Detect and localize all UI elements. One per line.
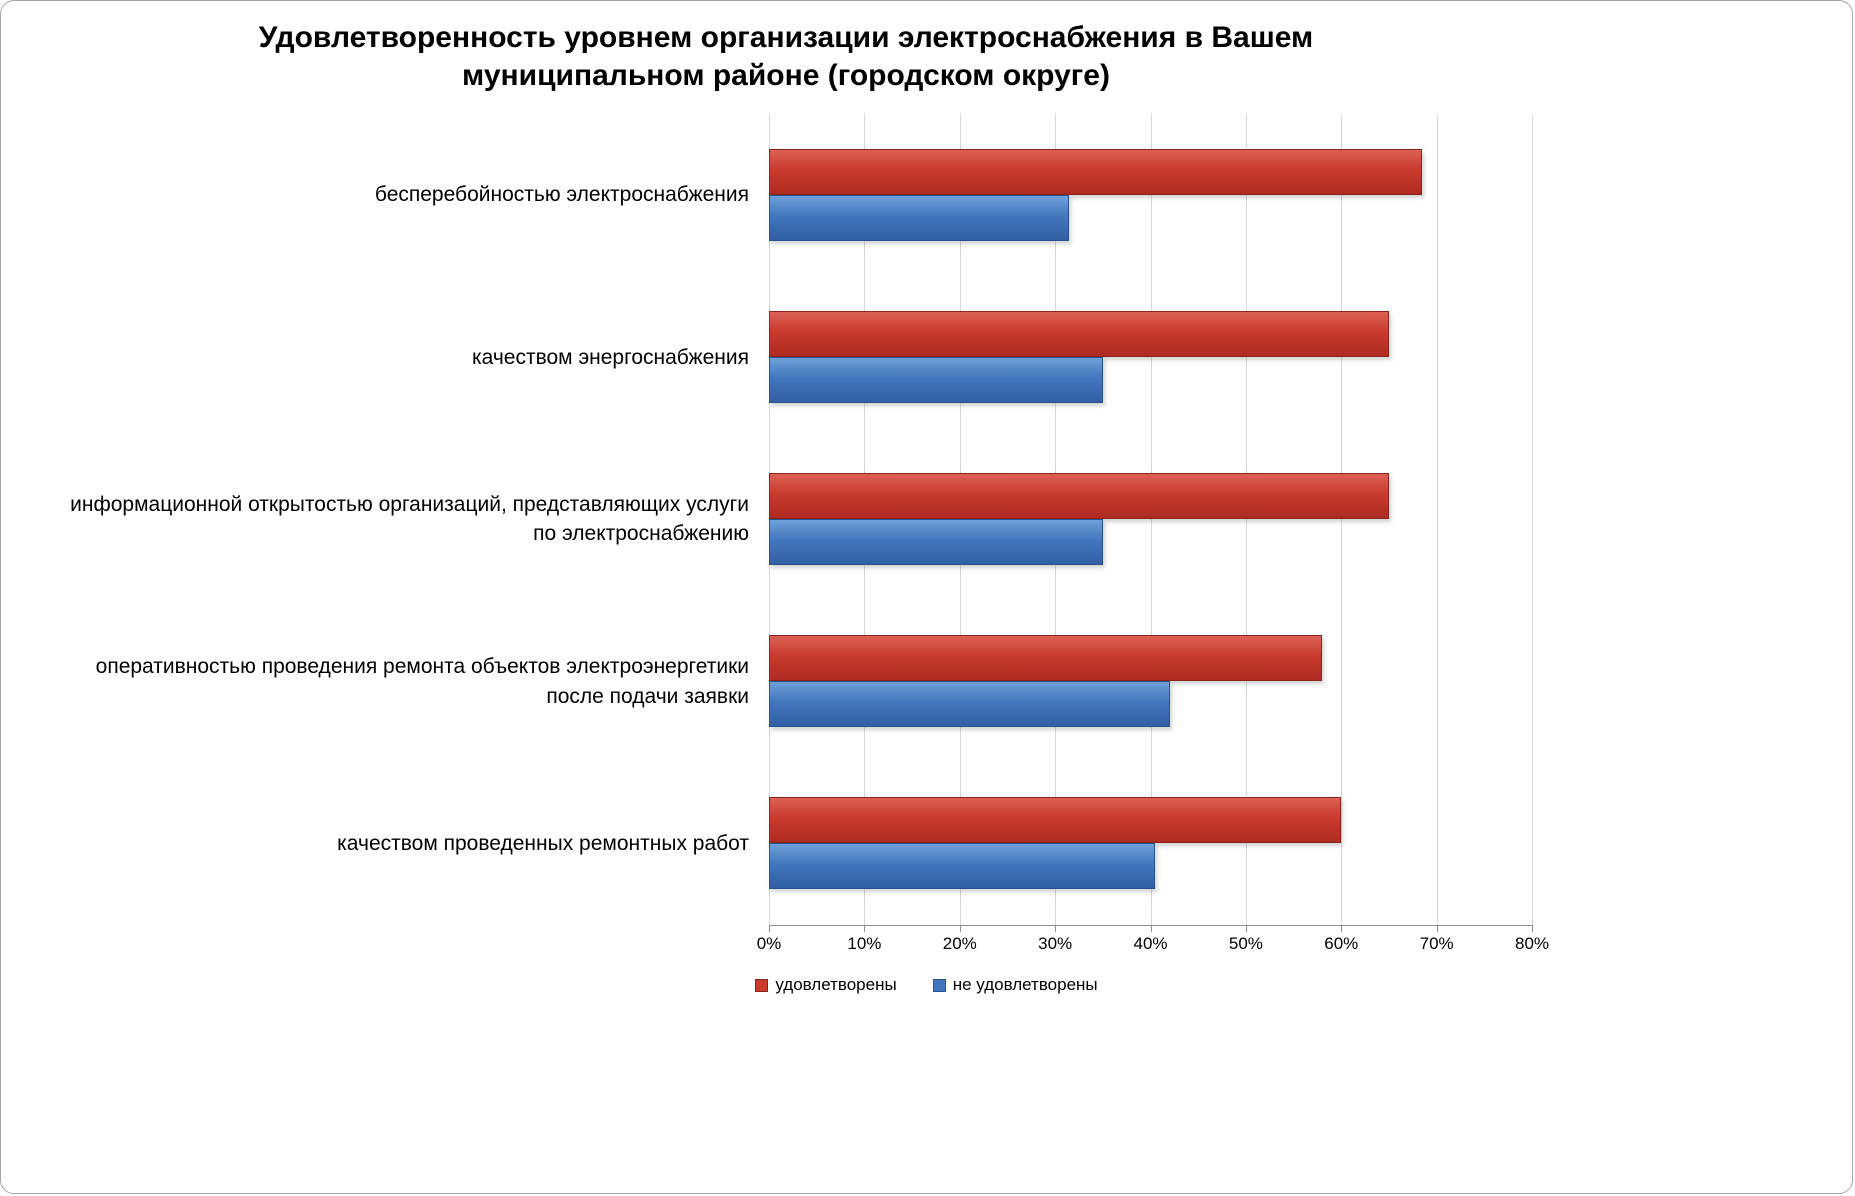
x-axis-tick bbox=[1436, 925, 1438, 932]
gridline bbox=[1150, 114, 1152, 925]
bar-satisfied bbox=[769, 310, 1389, 357]
x-axis-tick bbox=[1055, 925, 1057, 932]
bar-satisfied bbox=[769, 473, 1389, 519]
legend-label: удовлетворены bbox=[775, 975, 897, 994]
x-axis-label: 80% bbox=[1514, 934, 1550, 953]
x-axis-labels: 0% 10% 20% 30% 40% 50% 60% 70% 80% bbox=[757, 934, 1549, 958]
plot-area bbox=[769, 114, 1533, 925]
category-label: бесперебойностью электроснабжения bbox=[374, 183, 749, 207]
category-label: качеством энергоснабжения bbox=[471, 345, 749, 369]
legend: удовлетворены не удовлетворены bbox=[1, 975, 1852, 995]
x-axis-tick bbox=[959, 925, 961, 932]
gridline bbox=[1341, 114, 1343, 925]
bar-not-satisfied bbox=[769, 519, 1103, 565]
x-axis-tick bbox=[864, 925, 866, 932]
category-label: оперативностью проведения ремонта объект… bbox=[95, 655, 749, 708]
x-axis-label: 20% bbox=[942, 934, 977, 953]
x-axis-tick bbox=[1150, 925, 1152, 932]
x-axis-label: 50% bbox=[1228, 934, 1263, 953]
bar-not-satisfied bbox=[769, 681, 1170, 728]
gridline bbox=[1245, 114, 1247, 925]
x-axis-label: 10% bbox=[847, 934, 882, 953]
x-axis-tick-marks bbox=[769, 925, 1533, 933]
gridline bbox=[1436, 114, 1438, 925]
bar-not-satisfied bbox=[769, 356, 1103, 403]
legend-swatch bbox=[932, 978, 946, 992]
x-axis-label: 70% bbox=[1419, 934, 1454, 953]
x-axis-label: 60% bbox=[1324, 934, 1359, 953]
x-axis-label: 40% bbox=[1133, 934, 1168, 953]
legend-label: не удовлетворены bbox=[952, 975, 1098, 994]
bar-satisfied bbox=[769, 635, 1323, 682]
x-axis-tick bbox=[769, 925, 770, 932]
bar-not-satisfied bbox=[769, 194, 1070, 241]
legend-item-satisfied: удовлетворены bbox=[755, 975, 897, 995]
x-axis-tick bbox=[1532, 925, 1533, 932]
legend-item-not-satisfied: не удовлетворены bbox=[932, 975, 1098, 995]
bar-not-satisfied bbox=[769, 843, 1156, 890]
category-label: качеством проведенных ремонтных работ bbox=[337, 832, 749, 856]
category-label: информационной открытостью организаций, … bbox=[70, 493, 749, 546]
category-axis: бесперебойностью электроснабжения качеств… bbox=[1, 114, 749, 925]
x-axis-label: 30% bbox=[1038, 934, 1073, 953]
legend-swatch bbox=[755, 978, 769, 992]
x-axis-tick bbox=[1341, 925, 1343, 932]
x-axis-label: 0% bbox=[756, 934, 782, 953]
bar-satisfied bbox=[769, 797, 1342, 844]
x-axis-tick bbox=[1245, 925, 1247, 932]
bar-satisfied bbox=[769, 148, 1423, 195]
chart-title: Удовлетворенность уровнем организации эл… bbox=[258, 21, 1314, 93]
gridline bbox=[1532, 114, 1533, 925]
